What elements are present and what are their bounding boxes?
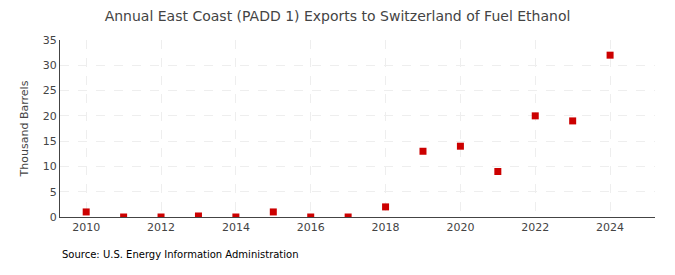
svg-text:2020: 2020 bbox=[446, 221, 474, 234]
svg-text:Source: U.S. Energy Informatio: Source: U.S. Energy Information Administ… bbox=[62, 249, 299, 260]
svg-text:2014: 2014 bbox=[222, 221, 250, 234]
svg-text:30: 30 bbox=[43, 59, 57, 72]
svg-text:Annual East Coast (PADD 1) Exp: Annual East Coast (PADD 1) Exports to Sw… bbox=[105, 8, 571, 24]
svg-text:2016: 2016 bbox=[297, 221, 325, 234]
svg-text:20: 20 bbox=[43, 110, 57, 123]
svg-text:2012: 2012 bbox=[147, 221, 175, 234]
svg-text:2018: 2018 bbox=[372, 221, 400, 234]
svg-text:5: 5 bbox=[50, 186, 57, 199]
svg-text:2024: 2024 bbox=[596, 221, 624, 234]
svg-text:0: 0 bbox=[50, 211, 57, 224]
svg-text:2010: 2010 bbox=[72, 221, 100, 234]
svg-text:15: 15 bbox=[43, 135, 57, 148]
svg-text:Thousand Barrels: Thousand Barrels bbox=[18, 80, 31, 177]
svg-text:25: 25 bbox=[43, 84, 57, 97]
svg-text:35: 35 bbox=[43, 34, 57, 47]
svg-text:10: 10 bbox=[43, 160, 57, 173]
svg-text:2022: 2022 bbox=[521, 221, 549, 234]
